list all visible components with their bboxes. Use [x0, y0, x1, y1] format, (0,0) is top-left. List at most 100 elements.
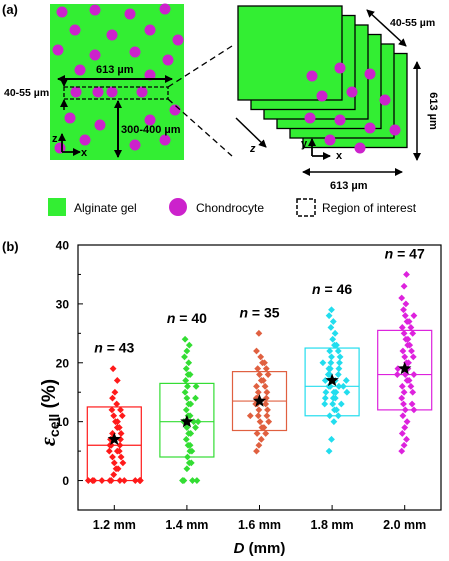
- data-point: [264, 406, 271, 414]
- data-point: [319, 359, 327, 367]
- data-point: [324, 371, 332, 378]
- data-point: [117, 406, 124, 414]
- data-point: [111, 388, 119, 396]
- n-label-value: = 40: [175, 310, 207, 326]
- legend-roi-label: Region of interest: [322, 201, 417, 215]
- chondrocyte-icon: [92, 86, 104, 98]
- data-point: [329, 318, 337, 325]
- y-axis-label-subscript: cell: [46, 414, 62, 437]
- data-point: [329, 335, 337, 343]
- data-point: [188, 447, 196, 455]
- x-tick-label: 1.2 mm: [93, 518, 136, 532]
- n-label-value: = 43: [103, 340, 135, 356]
- x-axis: 1.2 mm 1.4 mm 1.6 mm 1.8 mm 2.0 mm: [93, 505, 426, 532]
- data-point: [343, 388, 351, 396]
- data-point: [183, 347, 191, 355]
- y-axis-label: εcell (%): [35, 379, 62, 446]
- data-point: [265, 418, 273, 426]
- panel-a-label: (a): [2, 2, 18, 17]
- data-point: [259, 377, 267, 384]
- legend-alginate-swatch: [48, 198, 66, 216]
- roi-box: [63, 86, 169, 100]
- data-point: [333, 406, 340, 414]
- data-point: [337, 400, 345, 408]
- data-point: [116, 477, 124, 484]
- stack-sheet: [237, 5, 343, 101]
- chondrocyte-icon: [64, 112, 76, 124]
- data-point: [189, 477, 196, 484]
- chondrocyte-icon: [89, 49, 101, 61]
- data-point: [106, 441, 114, 449]
- chondrocyte-icon: [94, 119, 106, 131]
- x-axis-label-unit: (mm): [245, 540, 286, 557]
- data-point: [253, 382, 260, 390]
- data-point: [114, 418, 121, 426]
- data-point: [402, 300, 410, 308]
- gel-block: 613 µm 40-55 µm 300-400 µm z x: [4, 3, 184, 160]
- data-point: [186, 371, 194, 378]
- chondrocyte-icon: [69, 24, 81, 36]
- y-tick-label: 30: [56, 297, 70, 311]
- y-axis: 0 10 20 30 40: [56, 239, 83, 511]
- x-tick-label: 2.0 mm: [383, 518, 426, 532]
- data-point: [321, 400, 329, 408]
- data-point: [342, 377, 350, 384]
- data-point: [326, 347, 334, 355]
- group-1: n = 43: [84, 340, 144, 484]
- stack-z-arrow: [235, 117, 267, 148]
- n-label-var: n: [312, 281, 321, 297]
- chondrocyte-icon: [172, 34, 184, 46]
- mean-star-icon: [180, 414, 194, 428]
- data-point: [109, 394, 116, 402]
- axis-x-label: x: [81, 147, 88, 159]
- n-label-value: = 47: [393, 245, 425, 261]
- data-point: [400, 400, 407, 408]
- data-point: [113, 400, 121, 408]
- data-point: [331, 394, 339, 402]
- data-point: [400, 306, 407, 314]
- data-point: [255, 406, 263, 414]
- data-point: [108, 406, 116, 414]
- stack-height-label: 613 µm: [427, 92, 439, 130]
- n-label: n = 40: [167, 310, 207, 326]
- data-point: [182, 365, 190, 373]
- data-point: [331, 329, 339, 337]
- data-point: [187, 430, 195, 437]
- chondrocyte-icon: [334, 62, 346, 74]
- stack-z-label: z: [249, 143, 256, 155]
- data-point: [253, 447, 260, 455]
- chondrocyte-icon: [346, 86, 358, 98]
- data-point: [398, 324, 406, 331]
- data-point: [409, 388, 417, 396]
- group-5: n = 47: [377, 245, 433, 455]
- chondrocyte-icon: [389, 124, 401, 136]
- stack-sheets: [237, 5, 408, 149]
- data-point: [181, 335, 189, 343]
- chondrocyte-icon: [129, 46, 141, 58]
- data-point: [406, 341, 414, 349]
- data-point: [183, 394, 191, 402]
- x-tick-label: 1.4 mm: [165, 518, 208, 532]
- chondrocyte-icon: [162, 54, 174, 66]
- chondrocyte-icon: [334, 114, 346, 126]
- data-point: [408, 400, 416, 408]
- data-point: [136, 477, 144, 484]
- chondrocyte-icon: [136, 86, 148, 98]
- x-axis-label-variable: D: [234, 540, 245, 557]
- projection-line-top: [167, 45, 233, 88]
- panel-b-label: (b): [2, 239, 19, 254]
- x-tick-label: 1.8 mm: [311, 518, 354, 532]
- data-point: [261, 382, 269, 390]
- y-tick-label: 20: [56, 356, 70, 370]
- data-point: [120, 477, 128, 484]
- group-3: n = 35: [231, 304, 288, 455]
- data-point: [256, 418, 264, 426]
- data-point: [254, 388, 262, 396]
- data-point: [262, 400, 270, 408]
- data-point: [84, 477, 92, 484]
- mean-star-icon: [325, 373, 339, 387]
- x-axis-label: D (mm): [234, 540, 286, 557]
- data-point: [118, 412, 126, 420]
- data-point: [116, 441, 124, 449]
- data-point: [184, 453, 191, 461]
